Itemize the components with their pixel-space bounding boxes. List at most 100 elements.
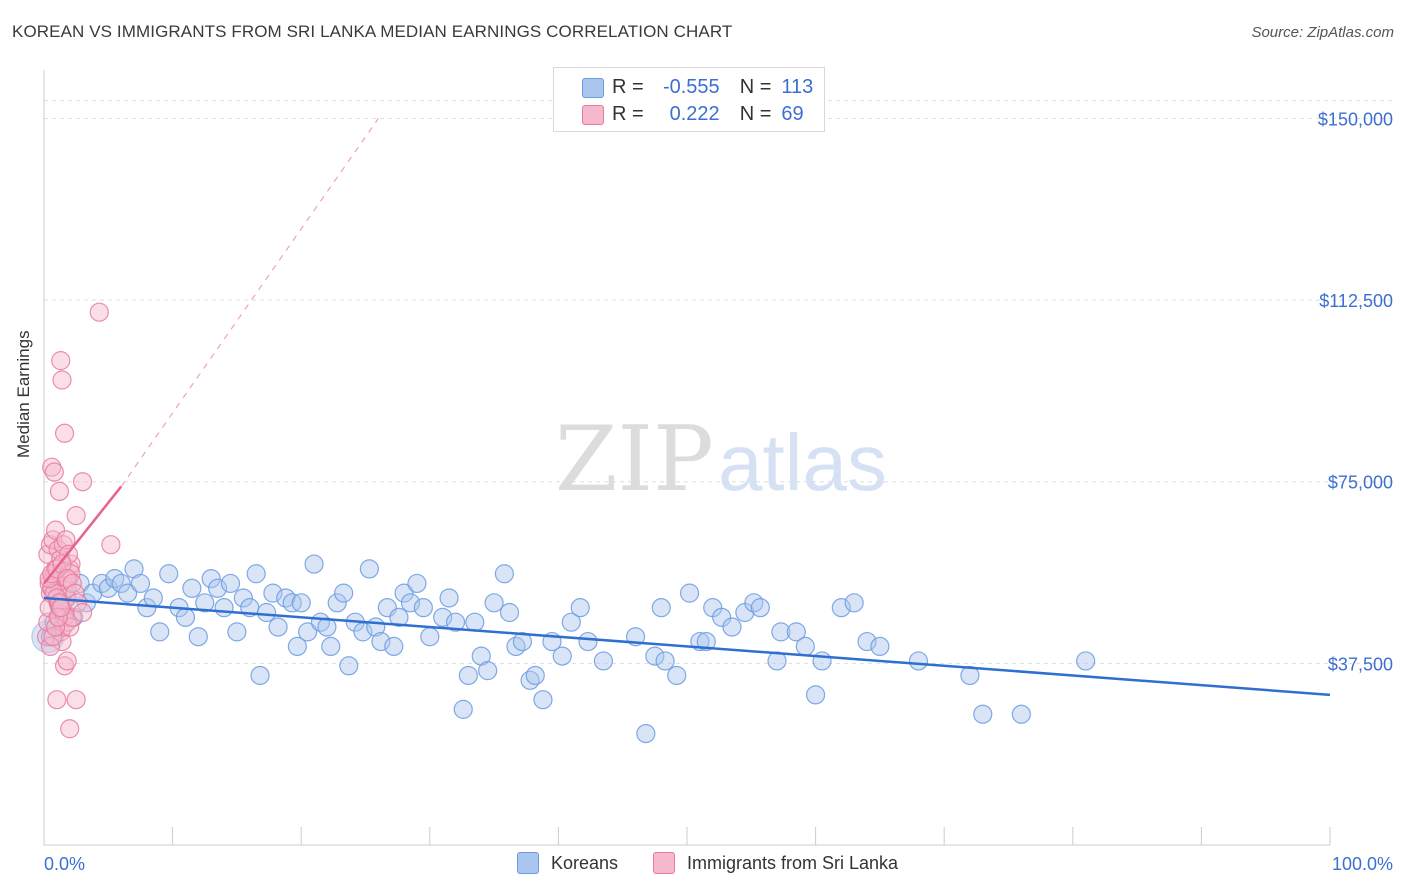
koreans-point xyxy=(805,685,826,705)
sri-lanka-point xyxy=(57,651,77,671)
koreans-point xyxy=(636,723,656,744)
koreans-point xyxy=(533,690,553,710)
koreans-point xyxy=(445,612,466,632)
y-tick-label: $112,500 xyxy=(1319,291,1393,311)
koreans-point xyxy=(220,573,241,594)
koreans-point xyxy=(771,622,791,642)
koreans-point xyxy=(233,588,253,608)
watermark-atlas: atlas xyxy=(718,418,887,507)
koreans-point xyxy=(407,573,427,594)
sri-lanka-point xyxy=(54,423,75,443)
koreans-point xyxy=(182,578,202,598)
koreans-point xyxy=(512,631,532,652)
legend-item-koreans[interactable]: Koreans xyxy=(517,851,618,875)
koreans-point xyxy=(722,617,742,637)
x-tick-labels: 0.0% 100.0% xyxy=(44,854,1393,874)
koreans-point xyxy=(499,602,520,623)
koreans-point xyxy=(561,612,581,632)
koreans-point xyxy=(188,627,208,647)
sri-lanka-point xyxy=(56,530,76,550)
koreans-swatch xyxy=(582,78,604,98)
koreans-point xyxy=(201,568,221,589)
koreans-point xyxy=(696,631,716,652)
koreans-point xyxy=(453,699,473,719)
koreans-point xyxy=(1076,651,1096,671)
koreans-point xyxy=(870,636,890,657)
koreans-point xyxy=(195,593,215,613)
sri-lanka-point xyxy=(52,370,72,390)
sri-lanka-point xyxy=(51,598,71,618)
sri-lanka-swatch xyxy=(582,105,604,125)
koreans-point xyxy=(478,661,498,681)
koreans-point xyxy=(227,622,247,642)
chart-title: KOREAN VS IMMIGRANTS FROM SRI LANKA MEDI… xyxy=(12,22,733,41)
koreans-point xyxy=(263,583,283,603)
koreans-point xyxy=(389,607,409,627)
sri-lanka-point xyxy=(72,602,93,623)
koreans-point xyxy=(250,665,270,686)
y-axis-label: Median Earnings xyxy=(14,330,33,458)
koreans-point xyxy=(420,627,440,647)
koreans-point xyxy=(214,598,234,618)
koreans-point xyxy=(98,578,118,598)
sri-lanka-point xyxy=(44,462,64,482)
koreans-point xyxy=(359,559,379,579)
sri-lanka-point xyxy=(66,506,86,526)
sri-lanka-point xyxy=(67,593,88,613)
legend-swatch-koreans xyxy=(517,852,539,874)
koreans-point xyxy=(384,636,404,657)
koreans-point xyxy=(298,622,318,642)
koreans-point xyxy=(334,583,354,603)
koreans-point xyxy=(208,578,228,598)
koreans-point xyxy=(433,607,453,627)
sri-lanka-point xyxy=(72,472,93,492)
koreans-point xyxy=(268,617,288,637)
y-tick-label: $37,500 xyxy=(1328,654,1393,674)
sri-lanka-point xyxy=(52,554,72,574)
r-label: R = xyxy=(612,75,644,98)
r-label: R = xyxy=(612,102,644,125)
watermark: ZIP atlas xyxy=(555,407,887,512)
n-label: N = xyxy=(739,102,772,125)
koreans-point xyxy=(651,598,671,618)
koreans-point xyxy=(291,593,311,613)
y-tick-labels: $37,500 $75,000 $112,500 $150,000 xyxy=(1318,109,1393,674)
n-label: N = xyxy=(739,75,772,98)
koreans-point xyxy=(413,598,433,618)
koreans-point xyxy=(484,593,504,613)
koreans-point xyxy=(465,612,485,632)
koreans-point xyxy=(394,583,414,603)
koreans-point xyxy=(795,636,815,657)
y-tick-label: $150,000 xyxy=(1318,109,1393,129)
koreans-point xyxy=(712,607,732,627)
koreans-point xyxy=(371,631,391,652)
koreans-points xyxy=(31,554,1096,744)
legend-item-sri-lanka[interactable]: Immigrants from Sri Lanka xyxy=(653,851,898,875)
koreans-point xyxy=(494,564,514,584)
koreans-point xyxy=(655,651,675,671)
koreans-trend-line xyxy=(43,596,1331,697)
sri-lanka-point xyxy=(66,690,86,710)
grid-lines xyxy=(44,99,1392,664)
source-label: Source: ZipAtlas.com xyxy=(1251,24,1394,41)
koreans-point xyxy=(552,646,572,666)
sri-lanka-point xyxy=(47,690,67,710)
watermark-zip: ZIP xyxy=(555,407,714,512)
koreans-point xyxy=(150,622,170,642)
koreans-point xyxy=(256,602,277,623)
sri-lanka-point xyxy=(89,302,109,322)
koreans-point xyxy=(137,598,157,618)
r-value-sri-lanka: 0.222 xyxy=(669,102,720,125)
koreans-point xyxy=(339,656,359,676)
sri-lanka-point xyxy=(101,535,121,555)
koreans-point xyxy=(831,598,851,618)
legend-label-koreans: Koreans xyxy=(551,852,619,873)
stats-box: R = -0.555 N = 113 R = 0.222 N = 69 xyxy=(553,67,825,132)
koreans-point xyxy=(679,583,700,603)
koreans-point xyxy=(645,646,665,666)
sri-lanka-point xyxy=(60,719,80,739)
koreans-point xyxy=(857,631,877,652)
n-value-sri-lanka: 69 xyxy=(781,102,804,125)
koreans-point xyxy=(525,665,545,686)
